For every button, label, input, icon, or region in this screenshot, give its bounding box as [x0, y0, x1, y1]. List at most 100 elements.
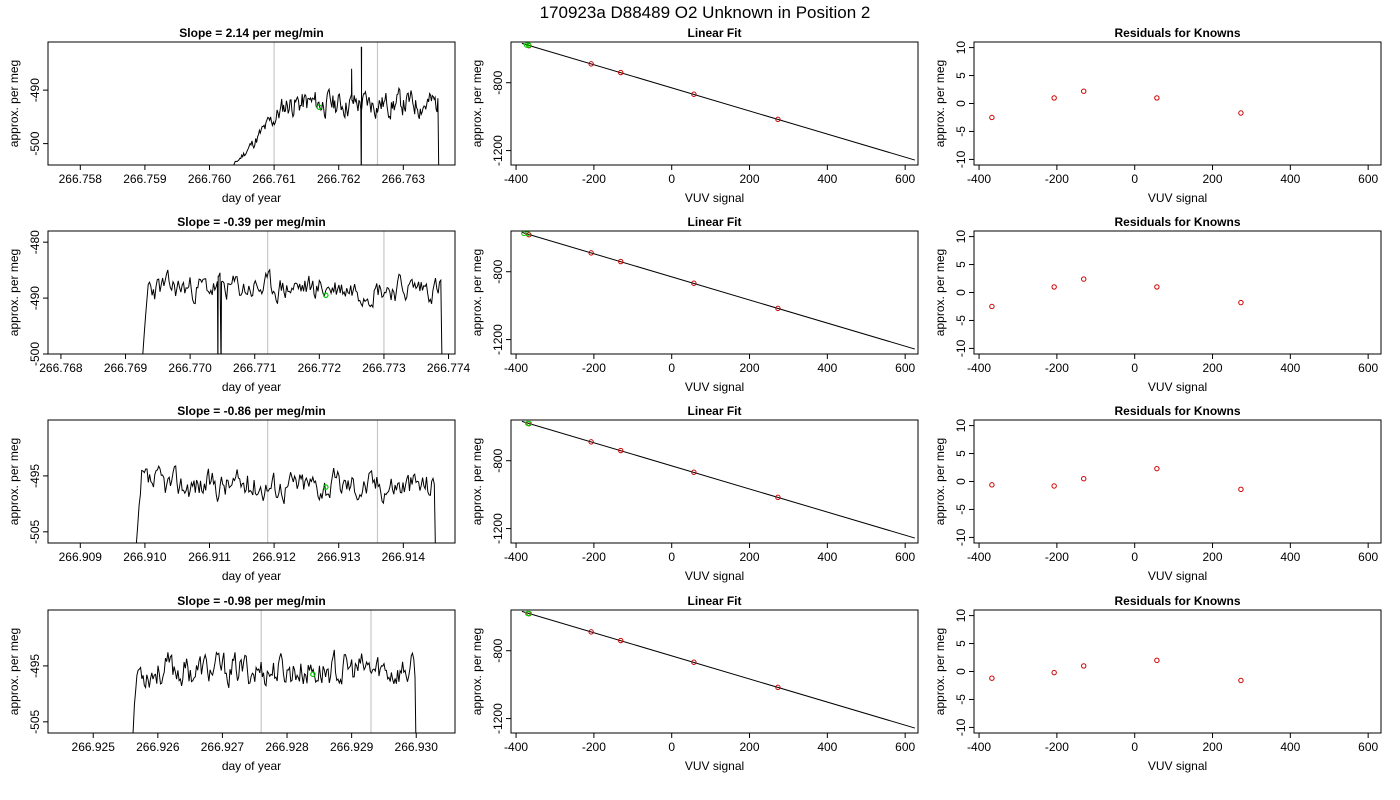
- plot-area: [521, 420, 916, 539]
- plot-area: [521, 610, 916, 729]
- panel-r4-c1: Slope = -0.98 per meg/min 266.925 266.926 2…: [7, 594, 456, 773]
- x-tick-label: 266.760: [188, 172, 232, 186]
- x-tick-label: 266.928: [265, 740, 309, 754]
- panel-title: Slope = -0.86 per meg/min: [177, 404, 325, 418]
- x-tick-label: 600: [895, 361, 915, 375]
- x-tick-label: 400: [817, 361, 837, 375]
- unknown-point: [526, 610, 532, 617]
- plot-area: [989, 88, 1244, 121]
- x-tick-label: -400: [967, 172, 991, 186]
- data-trace: [132, 649, 417, 733]
- y-axis-label: approx. per meg: [933, 60, 947, 147]
- plot-frame: [973, 609, 1382, 734]
- x-tick-label: 266.927: [201, 740, 245, 754]
- panel-title: Residuals for Knowns: [1114, 404, 1240, 418]
- x-tick-label: 0: [668, 740, 675, 754]
- x-tick-label: -200: [1045, 740, 1069, 754]
- fit-line: [521, 610, 916, 729]
- y-tick-label: -1200: [491, 324, 505, 355]
- data-trace: [233, 46, 440, 165]
- x-axis-label: day of year: [222, 759, 281, 773]
- x-tick-label: 266.925: [72, 740, 116, 754]
- x-tick-label: -200: [582, 550, 606, 564]
- plot-frame: [973, 41, 1382, 166]
- known-point: [775, 494, 781, 501]
- fit-line: [521, 42, 916, 161]
- x-tick-label: 266.930: [395, 740, 439, 754]
- x-tick-label: 0: [668, 172, 675, 186]
- y-tick-label: -10: [954, 150, 968, 168]
- panel-r3-c3: Residuals for Knowns -400 -200 0 200 400 600 VU…: [933, 404, 1382, 583]
- y-axis-label: approx. per meg: [933, 249, 947, 336]
- x-tick-label: 266.909: [59, 550, 103, 564]
- residual-point: [1081, 276, 1087, 282]
- unknown-point: [523, 42, 530, 48]
- plot-frame: [973, 230, 1382, 355]
- x-tick-label: 0: [668, 361, 675, 375]
- x-tick-label: 266.773: [362, 361, 406, 375]
- y-tick-label: -495: [28, 464, 42, 488]
- x-tick-label: 266.772: [298, 361, 342, 375]
- y-tick-label: -480: [28, 230, 42, 254]
- x-tick-label: 266.771: [233, 361, 277, 375]
- y-tick-label: 0: [954, 478, 968, 485]
- x-axis-label: VUV signal: [685, 191, 744, 205]
- panel-r3-c1: Slope = -0.86 per meg/min 266.909 266.910 2…: [7, 404, 456, 583]
- unknown-marker: [322, 484, 329, 490]
- panel-r1-c1: Slope = 2.14 per meg/min 266.758 266.759 26…: [7, 26, 456, 205]
- panel-title: Residuals for Knowns: [1114, 215, 1240, 229]
- plot-frame: [510, 41, 919, 166]
- panel-title: Slope = 2.14 per meg/min: [179, 26, 323, 40]
- x-tick-label: -200: [582, 740, 606, 754]
- panel-r4-c2: Linear Fit -400 -200 0 200 400 600 VUV signal -8…: [470, 594, 919, 773]
- residual-point: [1051, 669, 1057, 676]
- panel-r2-c3: Residuals for Knowns -400 -200 0 200 400 600 VU…: [933, 215, 1382, 394]
- fit-line: [521, 231, 916, 350]
- y-axis-label: approx. per meg: [470, 628, 484, 715]
- known-point: [588, 629, 594, 635]
- x-axis-label: day of year: [222, 569, 281, 583]
- known-point: [691, 469, 697, 475]
- known-point: [618, 258, 624, 265]
- y-tick-label: 10: [954, 41, 968, 55]
- plot-area: [142, 231, 443, 354]
- y-tick-label: -800: [491, 638, 505, 662]
- panel-title: Residuals for Knowns: [1114, 26, 1240, 40]
- y-tick-label: -800: [491, 448, 505, 472]
- panel-r2-c2: Linear Fit -400 -200 0 200 400 600 VUV signal -8…: [470, 215, 919, 394]
- y-tick-label: -490: [28, 286, 42, 310]
- data-trace: [135, 464, 436, 543]
- x-tick-label: 400: [1280, 740, 1300, 754]
- x-tick-label: 266.929: [330, 740, 374, 754]
- x-tick-label: 266.913: [317, 550, 361, 564]
- plot-frame: [47, 230, 456, 355]
- known-point: [618, 69, 624, 76]
- x-axis-label: VUV signal: [1148, 191, 1207, 205]
- y-axis-label: approx. per meg: [470, 60, 484, 147]
- residual-point: [989, 675, 995, 681]
- x-tick-label: 600: [1358, 550, 1378, 564]
- y-tick-label: -1200: [491, 703, 505, 734]
- y-axis-label: approx. per meg: [470, 249, 484, 336]
- x-tick-label: 0: [668, 550, 675, 564]
- y-tick-label: -10: [954, 528, 968, 546]
- y-tick-label: 10: [954, 419, 968, 433]
- x-tick-label: -400: [967, 550, 991, 564]
- known-point: [526, 232, 532, 238]
- residual-point: [1238, 486, 1244, 493]
- x-tick-label: 0: [1131, 740, 1138, 754]
- residual-point: [1238, 677, 1244, 684]
- x-axis-label: VUV signal: [1148, 569, 1207, 583]
- x-tick-label: -200: [1045, 172, 1069, 186]
- panel-r1-c2: Linear Fit -400 -200 0 200 400 600 VUV signal -8…: [470, 26, 919, 205]
- x-tick-label: 200: [740, 550, 760, 564]
- x-tick-label: -400: [504, 550, 528, 564]
- y-tick-label: -505: [28, 709, 42, 733]
- x-tick-label: 266.763: [382, 172, 426, 186]
- y-tick-label: 5: [954, 450, 968, 457]
- y-axis-label: approx. per meg: [7, 438, 21, 525]
- residual-point: [1051, 95, 1057, 101]
- y-tick-label: 5: [954, 640, 968, 647]
- plot-area: [135, 420, 436, 543]
- x-tick-label: 200: [1203, 550, 1223, 564]
